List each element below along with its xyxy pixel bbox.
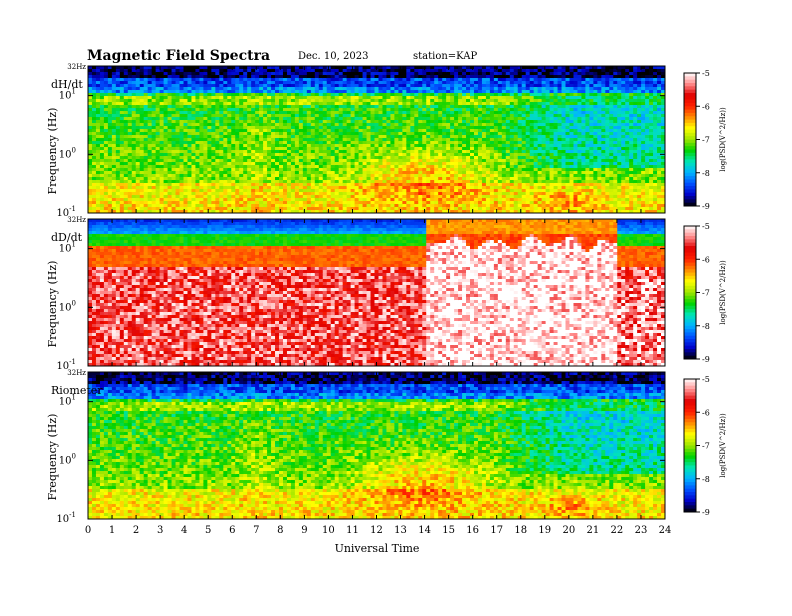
colorbar-label: log(PSD(V^2/Hz)) bbox=[719, 413, 727, 478]
x-tick-label: 10 bbox=[322, 525, 335, 536]
x-tick-label: 1 bbox=[109, 525, 115, 536]
y-top-label: 32Hz bbox=[67, 369, 86, 377]
colorbar-tick-label: -5 bbox=[702, 69, 710, 78]
colorbar-tick-label: -6 bbox=[702, 255, 710, 264]
chart-date: Dec. 10, 2023 bbox=[298, 51, 368, 62]
panel-label: Riometer bbox=[51, 384, 103, 397]
spectrogram-1 bbox=[88, 219, 666, 367]
colorbar-0: -5 -6 -7 -8 -9 log(PSD(V^2/Hz)) bbox=[684, 69, 727, 211]
x-tick-label: 3 bbox=[157, 525, 163, 536]
x-tick-label: 23 bbox=[635, 525, 648, 536]
panel-2: Riometer 32Hz 101 100 10-1 Frequency (Hz) -5 -6… bbox=[46, 369, 727, 525]
spectrogram-0 bbox=[88, 66, 666, 214]
y-tick-label: 101 bbox=[59, 241, 76, 255]
colorbar-2: -5 -6 -7 -8 -9 log(PSD(V^2/Hz)) bbox=[684, 375, 727, 517]
colorbar-label: log(PSD(V^2/Hz)) bbox=[719, 107, 727, 172]
colorbar-label: log(PSD(V^2/Hz)) bbox=[719, 260, 727, 325]
colorbar-tick-label: -8 bbox=[702, 322, 710, 331]
x-tick-label: 0 bbox=[85, 525, 91, 536]
y-axis-label: Frequency (Hz) bbox=[46, 108, 59, 195]
x-tick-label: 13 bbox=[394, 525, 407, 536]
x-tick-label: 11 bbox=[346, 525, 359, 536]
x-tick-label: 21 bbox=[587, 525, 600, 536]
x-tick-label: 12 bbox=[370, 525, 383, 536]
y-top-label: 32Hz bbox=[67, 216, 86, 224]
colorbar-tick-label: -5 bbox=[702, 375, 710, 384]
x-tick-label: 20 bbox=[562, 525, 575, 536]
colorbar-tick-label: -6 bbox=[702, 102, 710, 111]
colorbar-tick-label: -7 bbox=[702, 289, 710, 298]
y-tick-label: 10-1 bbox=[56, 511, 76, 525]
chart-station: station=KAP bbox=[413, 51, 477, 62]
colorbar-tick-label: -9 bbox=[702, 508, 710, 517]
colorbar-tick-label: -5 bbox=[702, 222, 710, 231]
y-axis-label: Frequency (Hz) bbox=[46, 414, 59, 501]
x-tick-label: 22 bbox=[611, 525, 624, 536]
colorbar-tick-label: -9 bbox=[702, 355, 710, 364]
colorbar-tick-label: -8 bbox=[702, 169, 710, 178]
panel-label: dD/dt bbox=[51, 231, 83, 244]
y-tick-label: 101 bbox=[59, 88, 76, 102]
colorbar-tick-label: -9 bbox=[702, 202, 710, 211]
x-tick-label: 7 bbox=[253, 525, 259, 536]
x-tick-label: 14 bbox=[418, 525, 431, 536]
colorbar-tick-label: -8 bbox=[702, 475, 710, 484]
x-tick-label: 4 bbox=[181, 525, 187, 536]
x-tick-label: 17 bbox=[490, 525, 503, 536]
chart-title: Magnetic Field Spectra bbox=[87, 48, 270, 64]
y-tick-label: 101 bbox=[59, 394, 76, 408]
y-tick-label: 100 bbox=[59, 146, 76, 160]
x-tick-label: 5 bbox=[205, 525, 211, 536]
panel-label: dH/dt bbox=[51, 78, 83, 91]
x-tick-label: 9 bbox=[301, 525, 307, 536]
colorbar-tick-label: -6 bbox=[702, 408, 710, 417]
x-tick-label: 8 bbox=[277, 525, 283, 536]
x-tick-label: 18 bbox=[514, 525, 527, 536]
y-top-label: 32Hz bbox=[67, 63, 86, 71]
x-tick-label: 16 bbox=[466, 525, 479, 536]
x-tick-label: 6 bbox=[229, 525, 235, 536]
y-tick-label: 100 bbox=[59, 299, 76, 313]
colorbar-1: -5 -6 -7 -8 -9 log(PSD(V^2/Hz)) bbox=[684, 222, 727, 364]
y-axis-label: Frequency (Hz) bbox=[46, 261, 59, 348]
x-axis-label: Universal Time bbox=[335, 542, 420, 555]
spectrogram-2 bbox=[88, 372, 666, 520]
y-tick-label: 100 bbox=[59, 452, 76, 466]
colorbar-tick-label: -7 bbox=[702, 136, 710, 145]
x-tick-label: 19 bbox=[538, 525, 551, 536]
x-tick-label: 24 bbox=[659, 525, 672, 536]
x-tick-label: 2 bbox=[133, 525, 139, 536]
colorbar-tick-label: -7 bbox=[702, 442, 710, 451]
x-tick-label: 15 bbox=[442, 525, 455, 536]
